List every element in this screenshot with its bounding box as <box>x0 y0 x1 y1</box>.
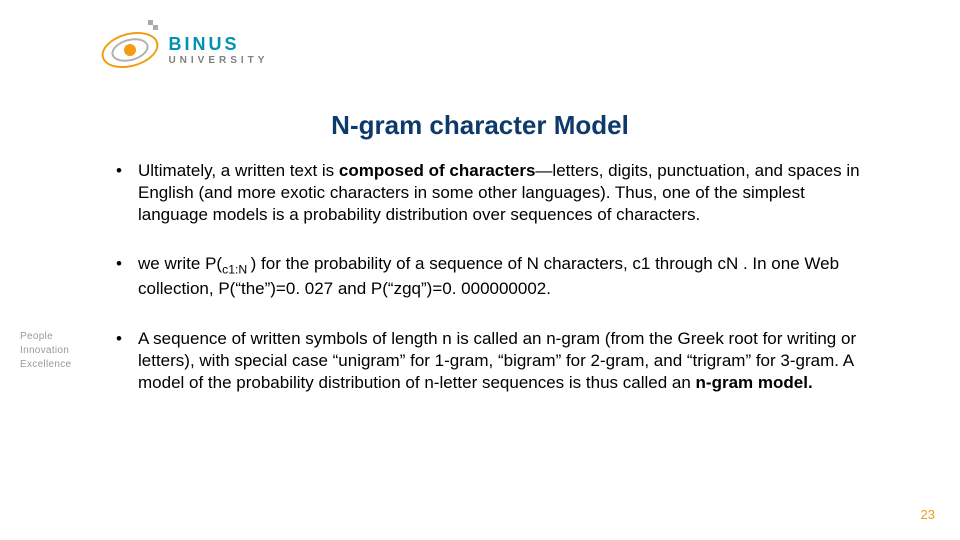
sidebar-line: Innovation <box>20 344 100 358</box>
sidebar-tagline: People Innovation Excellence <box>20 330 100 372</box>
logo: BINUS UNIVERSITY <box>100 20 300 100</box>
page-number: 23 <box>921 507 935 522</box>
sidebar-line: Excellence <box>20 358 100 372</box>
slide: BINUS UNIVERSITY N-gram character Model … <box>0 0 960 540</box>
logo-orbit-icon <box>100 20 160 80</box>
logo-line2: UNIVERSITY <box>168 55 268 66</box>
slide-title: N-gram character Model <box>0 110 960 141</box>
bullet-item: we write P(c1:N ) for the probability of… <box>110 253 870 300</box>
bullet-item: A sequence of written symbols of length … <box>110 328 870 393</box>
logo-text: BINUS UNIVERSITY <box>168 34 268 66</box>
bullet-list: Ultimately, a written text is composed o… <box>110 160 870 393</box>
logo-line1: BINUS <box>168 34 268 55</box>
sidebar-line: People <box>20 330 100 344</box>
bullet-item: Ultimately, a written text is composed o… <box>110 160 870 225</box>
